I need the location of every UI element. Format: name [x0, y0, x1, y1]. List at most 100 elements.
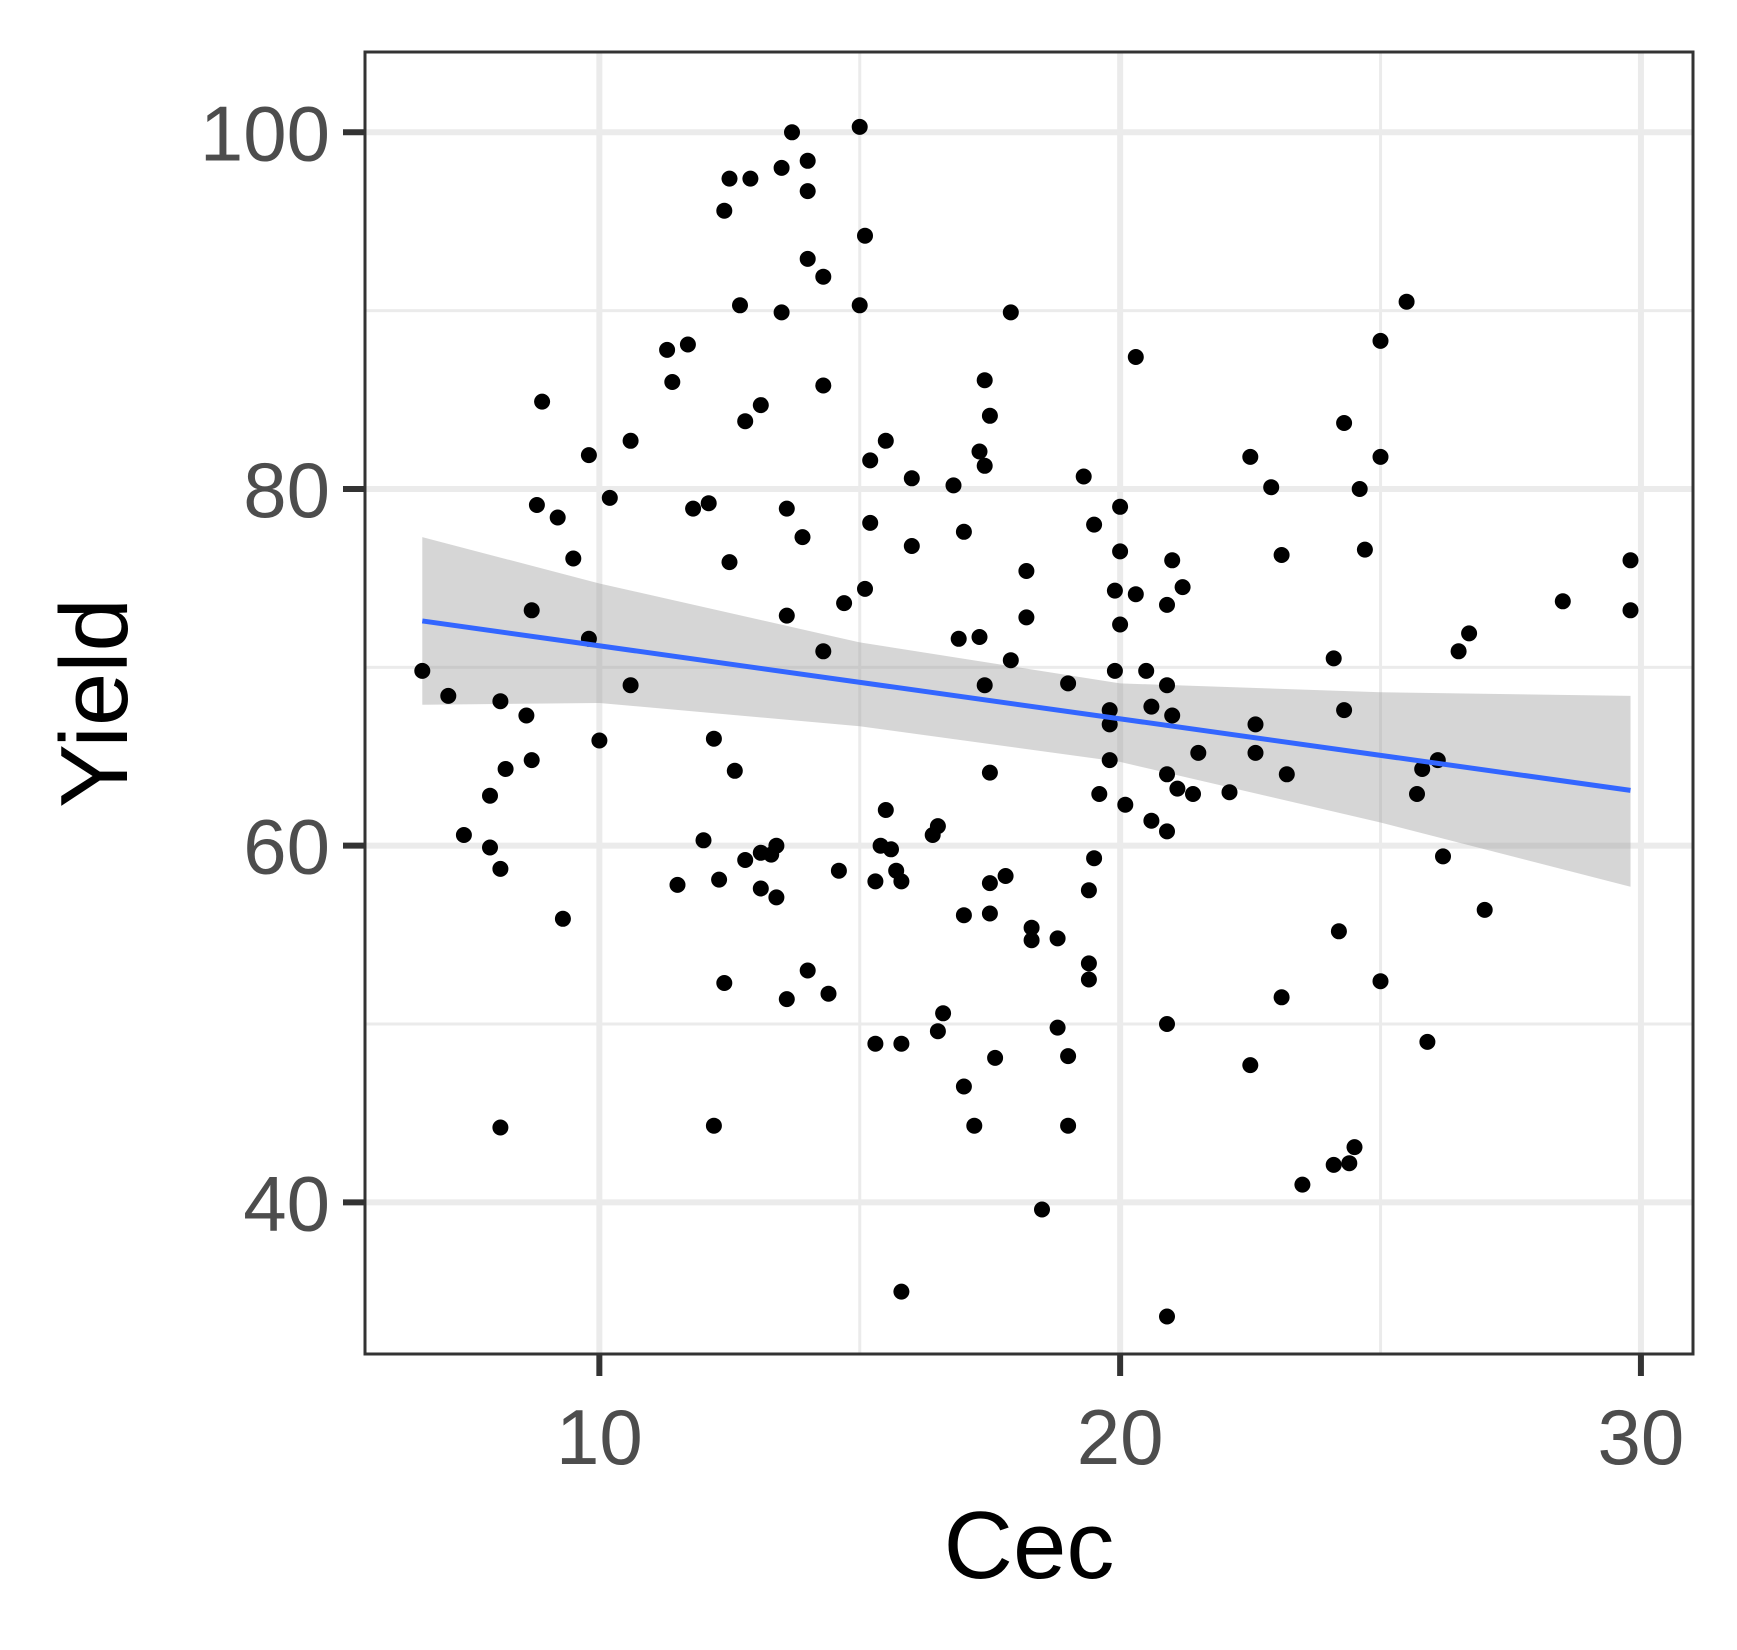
data-point [1086, 516, 1103, 533]
data-point [1049, 930, 1066, 947]
data-point [1023, 932, 1040, 949]
data-point [955, 1078, 972, 1095]
data-point [1341, 1155, 1358, 1172]
data-point [976, 677, 993, 694]
data-point [857, 580, 873, 597]
data-point [1002, 652, 1019, 669]
data-point [981, 407, 998, 424]
data-point [1622, 552, 1639, 569]
data-point [1075, 468, 1092, 485]
data-point [1112, 543, 1129, 560]
data-point [695, 832, 712, 849]
data-point [1159, 823, 1175, 840]
data-point [1049, 1019, 1066, 1036]
data-point [705, 730, 722, 747]
data-point [1080, 971, 1097, 988]
data-point [711, 871, 728, 888]
data-point [1143, 812, 1160, 829]
data-point [867, 873, 884, 890]
data-point [1164, 552, 1181, 569]
axis-ticks [343, 129, 1644, 1376]
data-point [659, 341, 676, 358]
data-point [794, 529, 811, 546]
data-point [440, 687, 457, 704]
y-tick-label: 100 [200, 89, 330, 177]
data-point [799, 250, 816, 267]
data-point [737, 413, 754, 430]
data-point [862, 514, 879, 531]
data-point [799, 152, 816, 169]
data-point [455, 827, 472, 843]
data-point [976, 457, 993, 474]
data-point [1159, 596, 1175, 613]
data-point [1101, 752, 1118, 769]
data-point [752, 880, 769, 897]
data-point [492, 1119, 509, 1136]
data-point [1409, 786, 1425, 802]
data-point [893, 1035, 910, 1052]
data-point [1330, 923, 1347, 940]
data-point [528, 497, 545, 513]
data-point [929, 1023, 946, 1040]
data-point [1414, 761, 1431, 777]
data-point [1018, 609, 1035, 626]
data-point [622, 677, 639, 694]
data-point [580, 447, 597, 464]
data-point [1018, 563, 1035, 579]
data-point [1242, 1057, 1259, 1074]
data-point [1164, 707, 1181, 724]
trend-line-layer [421, 618, 1631, 793]
data-point [981, 875, 998, 892]
x-tick-label: 30 [1598, 1393, 1685, 1481]
data-point [534, 393, 551, 410]
data-point [1372, 973, 1389, 990]
data-point [893, 1283, 910, 1300]
data-point [976, 372, 993, 389]
data-point [1127, 349, 1144, 365]
data-point [836, 595, 853, 612]
data-point [903, 470, 920, 487]
data-point [877, 432, 894, 449]
data-point [778, 607, 795, 624]
data-point [773, 159, 790, 176]
data-point [768, 889, 785, 906]
data-point [622, 432, 639, 449]
data-point [1034, 1201, 1050, 1218]
data-point [482, 839, 498, 856]
data-point [945, 477, 962, 494]
data-point [851, 118, 868, 135]
x-axis-title: Cec [944, 1492, 1115, 1599]
data-point [1461, 625, 1478, 642]
trend-line [421, 618, 1631, 793]
data-point [1106, 582, 1123, 599]
data-point [1159, 766, 1175, 783]
data-point [799, 183, 816, 200]
data-point [815, 377, 832, 394]
data-point [1221, 784, 1238, 801]
data-point [1169, 780, 1186, 797]
data-point [554, 910, 571, 927]
data-point [1060, 675, 1077, 692]
data-point [893, 873, 910, 890]
data-point [955, 523, 972, 540]
confidence-band-layer [422, 537, 1631, 887]
data-point [1023, 919, 1040, 936]
data-point [1372, 332, 1389, 349]
y-axis-title: Yield [41, 598, 148, 808]
data-point [778, 500, 795, 517]
data-point [664, 374, 681, 390]
data-point [955, 907, 972, 924]
data-point [482, 787, 498, 804]
data-point [883, 841, 899, 858]
data-point [705, 1117, 722, 1134]
data-point [1351, 481, 1368, 497]
data-point [1242, 448, 1259, 465]
data-point [716, 202, 733, 219]
y-tick-label: 80 [243, 446, 330, 534]
data-point [768, 837, 785, 854]
data-point [1143, 698, 1160, 715]
data-point [414, 662, 431, 679]
data-point [523, 752, 540, 769]
data-point [518, 707, 535, 724]
data-point [685, 500, 702, 517]
